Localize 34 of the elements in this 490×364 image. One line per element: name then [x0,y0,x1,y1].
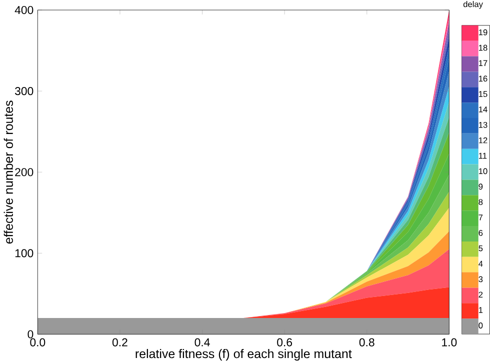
legend-label: 8 [478,198,483,205]
x-tick-label: 1.0 [442,338,457,346]
legend-label: 2 [478,291,483,298]
legend-label: 19 [478,29,488,36]
legend-label: 17 [478,60,488,66]
legend-label: 18 [478,44,488,50]
legend-label: 1 [478,306,483,313]
legend-label: 11 [478,152,487,158]
legend-label: 9 [478,183,483,190]
y-tick-label: 200 [15,168,34,176]
y-tick-label: 100 [15,248,34,258]
x-tick-label: 0.0 [30,338,46,346]
legend-label: 10 [478,168,488,174]
legend-label: 12 [478,137,488,143]
legend-label: 15 [478,90,488,97]
legend-label: 14 [478,106,488,112]
legend-title: delay [463,0,483,9]
legend-label: 0 [478,322,483,328]
legend-label: 16 [478,75,488,82]
x-tick-label: 0.8 [359,338,374,346]
legend-label: 5 [478,245,483,252]
x-tick-label: 0.4 [194,338,210,346]
legend-label: 7 [478,214,483,220]
legend-label: 3 [478,276,483,282]
legend-label: 13 [478,122,488,128]
y-axis-title: effective number of routes [4,100,13,244]
legend-label: 4 [478,260,483,266]
legend-label: 6 [478,230,483,236]
x-tick-label: 0.2 [112,338,128,346]
y-tick-label: 0 [28,330,34,338]
x-tick-label: 0.6 [277,338,292,346]
y-tick-label: 400 [14,6,34,14]
y-tick-label: 300 [15,86,34,95]
x-axis-title: relative fitness (f) of each single mutant [136,348,352,360]
